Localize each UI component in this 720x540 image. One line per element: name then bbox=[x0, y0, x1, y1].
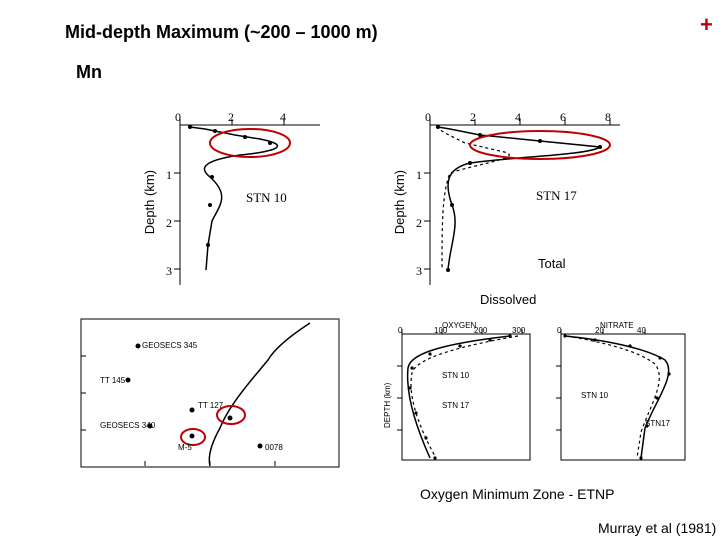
station-10-label: STN 10 bbox=[246, 190, 287, 206]
plus-icon: + bbox=[700, 12, 713, 38]
svg-text:40: 40 bbox=[637, 326, 646, 335]
axis-x-stn17-2: 2 bbox=[470, 110, 476, 125]
axis-x-stn10-4: 4 bbox=[280, 110, 286, 125]
chart-stn17 bbox=[390, 105, 640, 305]
axis-x-stn10-0: 0 bbox=[175, 110, 181, 125]
nitrate-stn10: STN 10 bbox=[581, 391, 609, 400]
annot-dissolved: Dissolved bbox=[480, 292, 536, 307]
axis-y-stn17-2: 2 bbox=[416, 216, 422, 231]
map-label-0: GEOSECS 345 bbox=[142, 341, 198, 350]
svg-text:20: 20 bbox=[595, 326, 604, 335]
oxygen-stn17: STN 17 bbox=[442, 401, 470, 410]
axis-x-stn10-2: 2 bbox=[228, 110, 234, 125]
map-label-2: GEOSECS 340 bbox=[100, 421, 156, 430]
axis-x-stn17-0: 0 bbox=[425, 110, 431, 125]
citation: Murray et al (1981) bbox=[598, 520, 716, 536]
axis-y-stn17-1: 1 bbox=[416, 168, 422, 183]
depth-label-left: Depth (km) bbox=[142, 170, 157, 234]
map-etnp: GEOSECS 345 TT 145 GEOSECS 340 TT 127 M-… bbox=[80, 318, 340, 468]
axis-y-stn10-3: 3 bbox=[166, 264, 172, 279]
axis-x-stn17-8: 8 bbox=[605, 110, 611, 125]
axis-y-stn10-1: 1 bbox=[166, 168, 172, 183]
element-label-mn: Mn bbox=[76, 62, 102, 83]
svg-text:0: 0 bbox=[398, 326, 403, 335]
svg-text:100: 100 bbox=[434, 326, 448, 335]
map-label-3: TT 127 bbox=[198, 401, 224, 410]
axis-x-stn17-4: 4 bbox=[515, 110, 521, 125]
svg-text:DEPTH (km): DEPTH (km) bbox=[383, 382, 392, 428]
svg-text:200: 200 bbox=[474, 326, 488, 335]
chart-oxygen: OXYGEN STN 10 STN 17 0100 200300 DEPTH (… bbox=[380, 318, 540, 468]
depth-label-right: Depth (km) bbox=[392, 170, 407, 234]
map-label-5: 0078 bbox=[265, 443, 283, 452]
oxygen-stn10: STN 10 bbox=[442, 371, 470, 380]
axis-y-stn17-3: 3 bbox=[416, 264, 422, 279]
svg-text:300: 300 bbox=[512, 326, 526, 335]
map-label-4: M-5 bbox=[178, 443, 192, 452]
station-17-label: STN 17 bbox=[536, 188, 577, 204]
nitrate-stn17: STN17 bbox=[645, 419, 670, 428]
axis-x-stn17-6: 6 bbox=[560, 110, 566, 125]
map-label-1: TT 145 bbox=[100, 376, 126, 385]
nitrate-title: NITRATE bbox=[600, 321, 634, 330]
page-title: Mid-depth Maximum (~200 – 1000 m) bbox=[65, 22, 378, 43]
annot-total: Total bbox=[538, 256, 565, 271]
chart-nitrate: NITRATE STN 10 STN17 0 20 40 bbox=[545, 318, 695, 468]
axis-y-stn10-2: 2 bbox=[166, 216, 172, 231]
svg-text:0: 0 bbox=[557, 326, 562, 335]
omz-caption: Oxygen Minimum Zone - ETNP bbox=[420, 486, 615, 502]
